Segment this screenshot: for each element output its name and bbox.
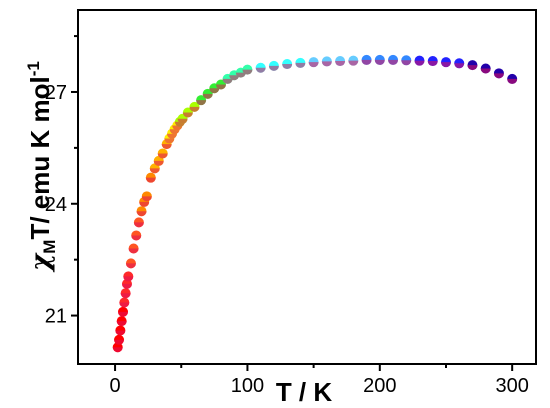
- data-point: [157, 148, 168, 159]
- tick-labels: 0 100 200 300 21 24 27: [45, 82, 529, 397]
- y-axis-title: χMT/ emu K mol-1: [24, 61, 59, 273]
- data-point: [268, 60, 279, 71]
- data-point: [361, 54, 372, 65]
- data-point: [121, 278, 132, 289]
- data-point: [145, 172, 156, 183]
- data-point: [189, 101, 200, 112]
- data-point: [321, 56, 332, 67]
- y-axis-title-chi: χ: [26, 252, 56, 273]
- y-axis-title-sup: -1: [24, 61, 43, 76]
- data-point: [123, 271, 134, 282]
- data-point: [115, 325, 126, 336]
- x-tick-label: 300: [495, 375, 528, 397]
- data-point: [401, 55, 412, 66]
- data-point: [242, 64, 253, 75]
- data-point: [507, 73, 518, 84]
- data-point: [308, 57, 319, 68]
- data-point: [202, 88, 213, 99]
- data-point: [153, 155, 164, 166]
- data-point: [133, 217, 144, 228]
- y-tick-label: 24: [45, 194, 67, 216]
- data-point: [196, 95, 207, 106]
- data-point: [427, 56, 438, 67]
- data-point: [440, 57, 451, 68]
- data-point: [131, 230, 142, 241]
- data-point: [348, 55, 359, 66]
- data-point: [454, 58, 465, 69]
- data-point: [282, 59, 293, 70]
- data-point: [149, 163, 160, 174]
- data-point: [215, 79, 226, 90]
- data-point: [467, 60, 478, 71]
- data-point: [125, 258, 136, 269]
- data-point: [114, 334, 125, 345]
- data-point: [374, 54, 385, 65]
- data-point: [493, 68, 504, 79]
- y-axis-title-sub: M: [40, 240, 59, 254]
- data-point: [161, 139, 172, 150]
- data-point: [119, 297, 130, 308]
- data-point: [118, 306, 129, 317]
- data-point: [128, 243, 139, 254]
- data-point: [295, 57, 306, 68]
- data-point: [414, 55, 425, 66]
- x-tick-label: 100: [231, 375, 264, 397]
- x-tick-label: 200: [363, 375, 396, 397]
- data-point: [116, 316, 127, 327]
- data-point: [136, 206, 147, 217]
- plot-frame: [77, 9, 537, 365]
- data-point: [141, 191, 152, 202]
- data-points: [112, 54, 518, 353]
- x-axis-title: T / K: [276, 377, 333, 407]
- data-point: [112, 342, 123, 353]
- data-point: [255, 62, 266, 73]
- x-tick-label: 0: [110, 375, 121, 397]
- y-tick-label: 21: [45, 306, 67, 328]
- data-point: [182, 107, 193, 118]
- y-tick-label: 27: [45, 82, 67, 104]
- data-point: [335, 56, 346, 67]
- y-axis-title-rest: T/ emu K mol: [25, 76, 55, 239]
- data-point: [120, 288, 131, 299]
- data-point: [388, 54, 399, 65]
- axis-ticks: [71, 35, 514, 371]
- data-point: [480, 63, 491, 74]
